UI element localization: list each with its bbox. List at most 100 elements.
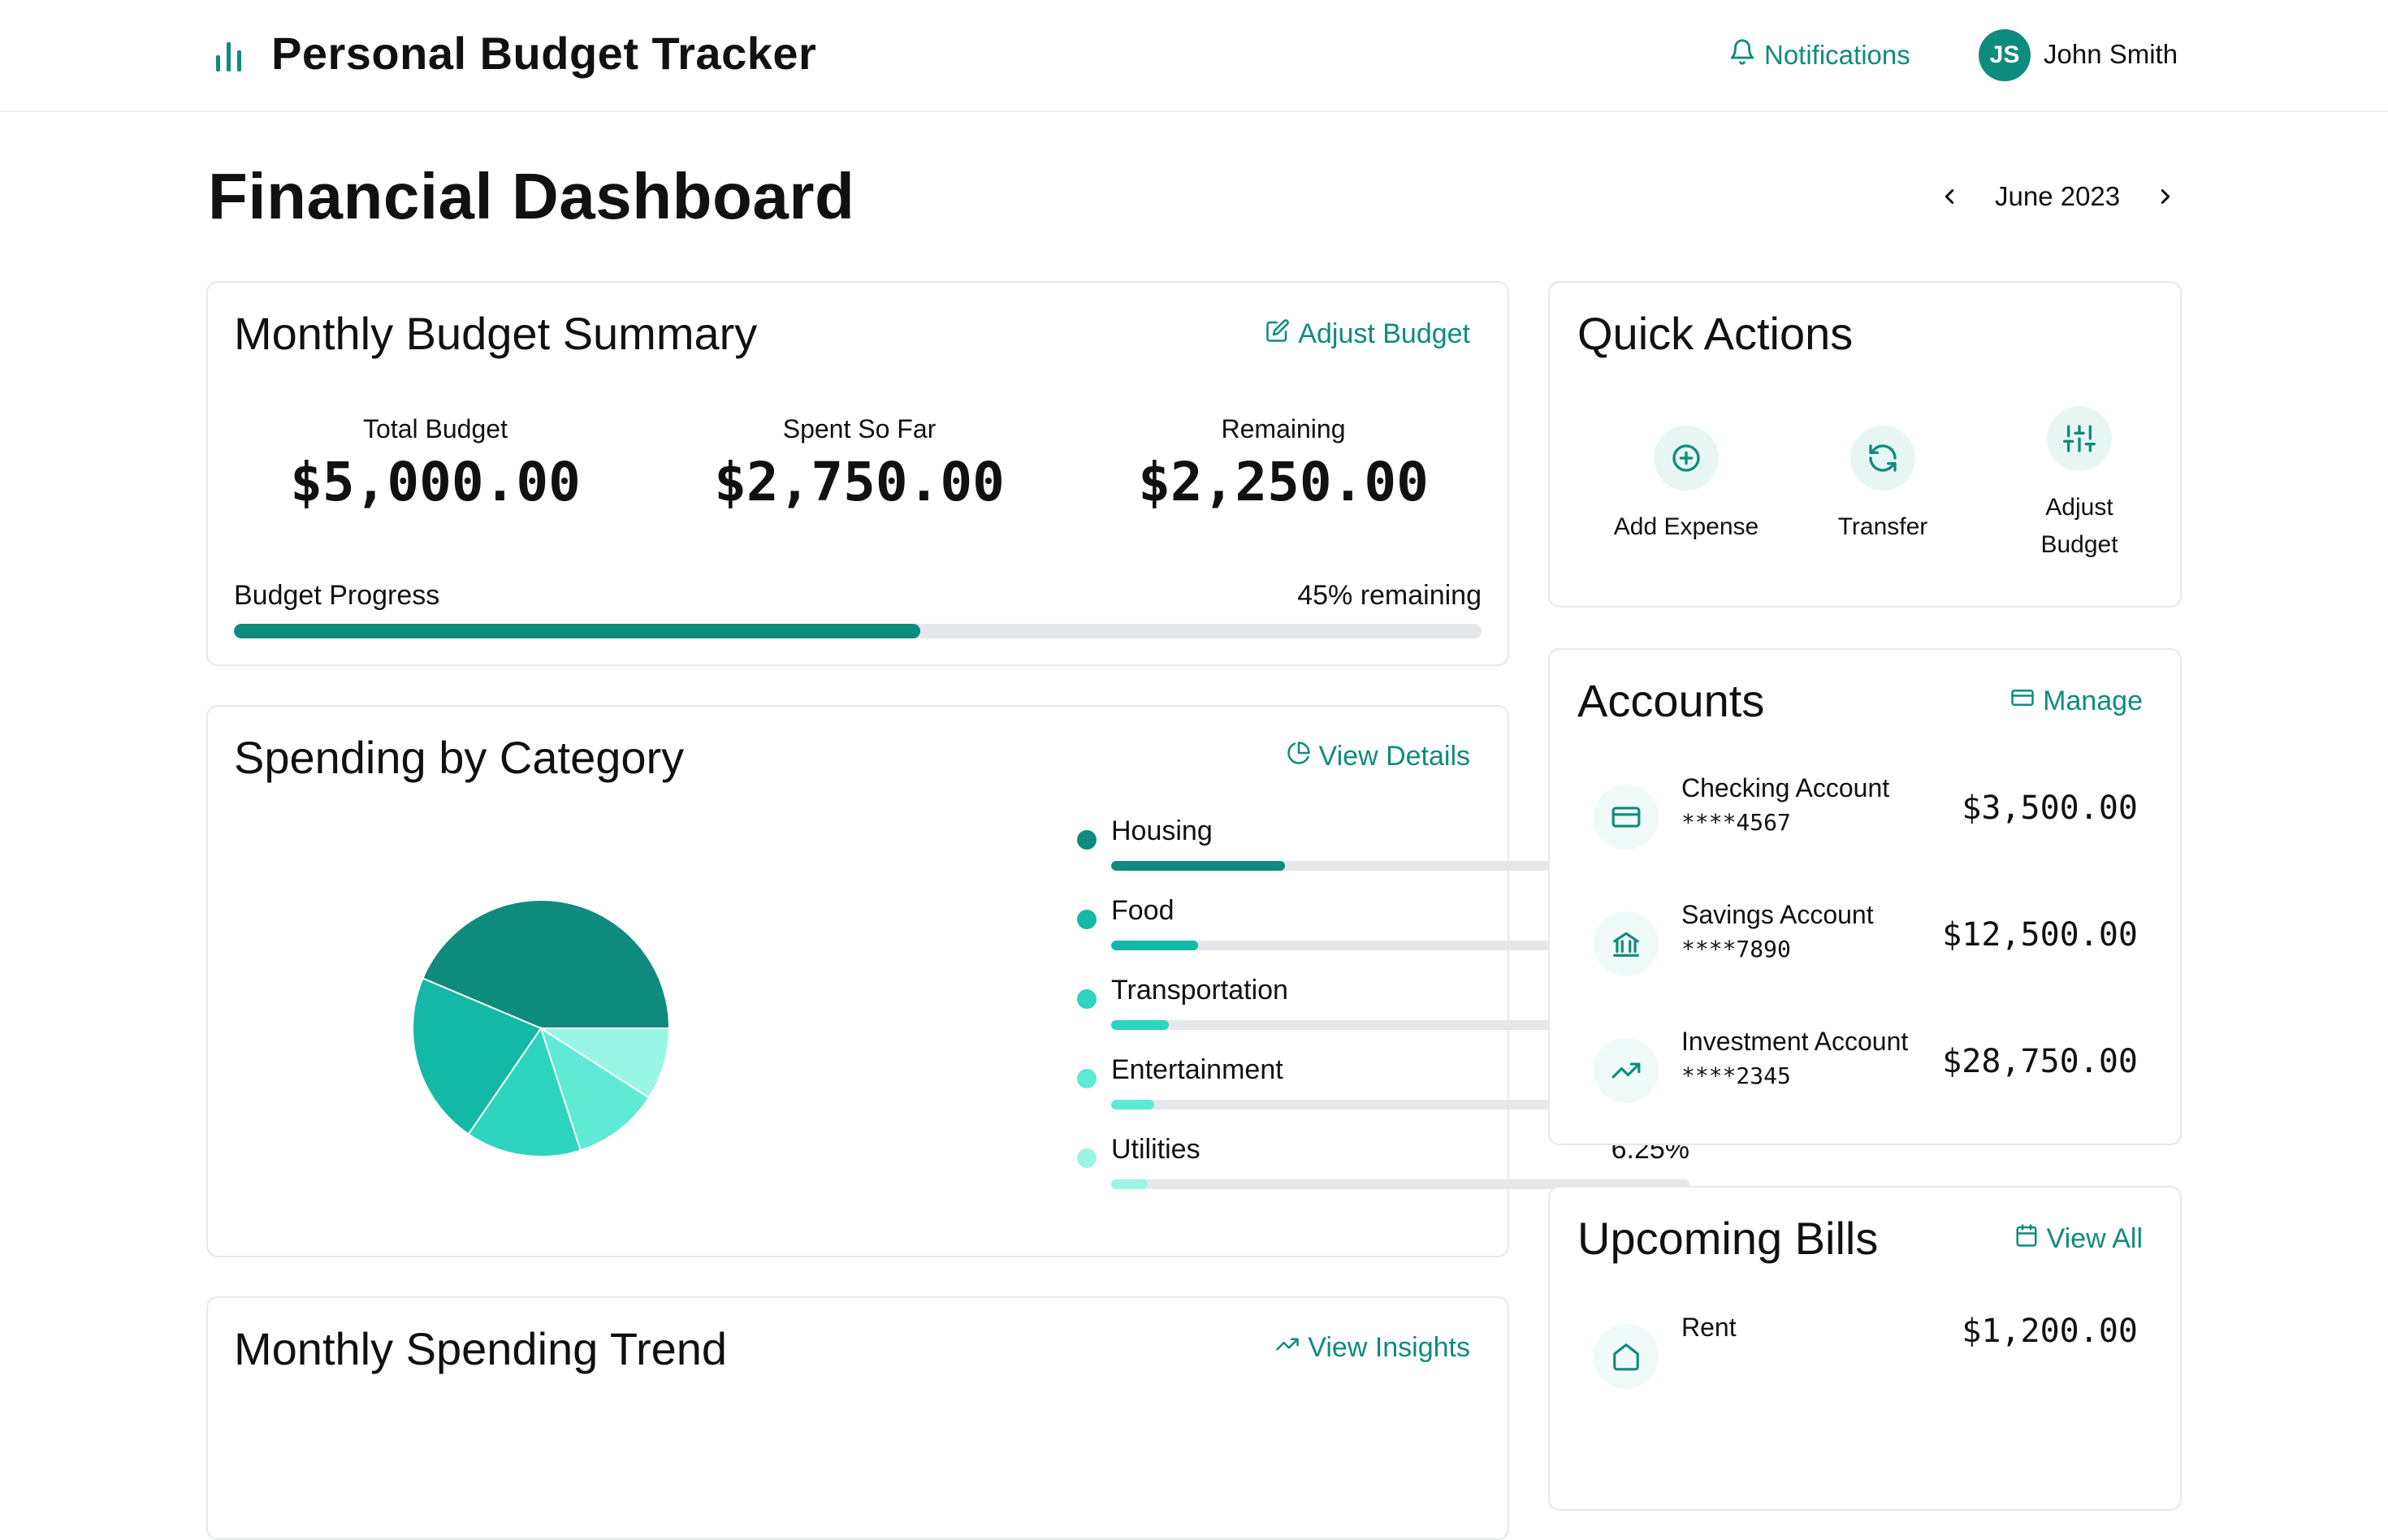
card-title: Quick Actions: [1577, 308, 1854, 359]
category-bar-track: [1111, 1179, 1689, 1189]
view-all-bills-link[interactable]: View All: [2014, 1223, 2143, 1255]
stat-value: $5,000.00: [290, 451, 581, 513]
stat-remaining: Remaining $2,250.00: [1121, 414, 1446, 513]
pie-chart-icon: [1287, 741, 1311, 772]
account-number: ****7890: [1681, 936, 1791, 962]
account-name: Savings Account: [1681, 900, 1874, 929]
month-navigator: June 2023: [1933, 180, 2182, 213]
category-color-dot: [1077, 1149, 1097, 1168]
credit-card-icon: [1594, 785, 1659, 850]
bar-chart-icon: [213, 37, 245, 77]
category-bar-fill: [1111, 1100, 1155, 1110]
category-name: Housing: [1111, 815, 1213, 846]
quick-action-label: Transfer: [1837, 513, 1928, 540]
category-bar-track: [1111, 861, 1689, 871]
refresh-icon: [1850, 426, 1915, 491]
pie-slice-entertainment: [539, 1026, 651, 1152]
quick-action-label: Adjust Budget: [2040, 494, 2118, 558]
category-bar-fill: [1111, 941, 1198, 950]
stat-total-budget: Total Budget $5,000.00: [273, 414, 598, 513]
chevron-right-icon[interactable]: [2149, 180, 2182, 213]
card-title: Spending by Category: [234, 732, 685, 783]
view-all-label: View All: [2046, 1223, 2143, 1254]
budget-summary-card: Monthly Budget Summary Adjust Budget Tot…: [206, 281, 1509, 666]
credit-card-icon: [2010, 686, 2035, 717]
account-balance: $12,500.00: [1942, 916, 2138, 954]
stat-spent: Spent So Far $2,750.00: [697, 414, 1022, 513]
avatar[interactable]: JS: [1979, 29, 2031, 81]
category-color-dot: [1077, 830, 1097, 850]
stat-label: Spent So Far: [782, 414, 937, 443]
view-details-link[interactable]: View Details: [1287, 741, 1470, 772]
category-name: Food: [1111, 895, 1175, 926]
pie-slice-utilities: [538, 1027, 671, 1099]
category-bar-fill: [1111, 1179, 1148, 1189]
view-insights-label: View Insights: [1308, 1332, 1470, 1363]
quick-action-label: Add Expense: [1613, 513, 1759, 540]
progress-label: Budget Progress: [234, 580, 440, 611]
category-bar-track: [1111, 1100, 1689, 1110]
top-bar: Personal Budget Tracker Notifications JS…: [0, 0, 2388, 112]
manage-label: Manage: [2043, 686, 2143, 716]
manage-accounts-link[interactable]: Manage: [2010, 686, 2143, 717]
category-name: Transportation: [1111, 975, 1288, 1006]
adjust-budget-link[interactable]: Adjust Budget: [1265, 318, 1470, 350]
trending-up-icon: [1275, 1332, 1300, 1364]
page-title: Financial Dashboard: [208, 160, 855, 232]
progress-text: 45% remaining: [1297, 580, 1482, 611]
category-color-dot: [1077, 1069, 1097, 1088]
trending-up-icon: [1594, 1038, 1659, 1103]
account-name: Checking Account: [1681, 773, 1890, 802]
add-expense-button[interactable]: Add Expense: [1589, 426, 1784, 546]
account-name: Investment Account: [1681, 1027, 1909, 1056]
spending-by-category-card: Spending by Category View Details Housin…: [206, 705, 1689, 1257]
category-bar-track: [1111, 1020, 1689, 1030]
budget-progress-bar: [234, 624, 1482, 638]
card-title: Upcoming Bills: [1577, 1213, 1879, 1264]
account-row-savings[interactable]: Savings Account ****7890 $12,500.00: [1594, 900, 2138, 981]
account-balance: $28,750.00: [1942, 1043, 2138, 1080]
pie-slice-food: [412, 977, 543, 1136]
card-title: Accounts: [1577, 675, 1765, 726]
adjust-budget-button[interactable]: Adjust Budget: [1982, 406, 2177, 564]
bill-row-rent[interactable]: Rent $1,200.00: [1594, 1313, 2138, 1394]
category-bar-track: [1111, 941, 1689, 950]
account-number: ****2345: [1681, 1062, 1791, 1089]
plus-circle-icon: [1654, 426, 1719, 491]
user-name[interactable]: John Smith: [2044, 39, 2178, 69]
pie-slice-transportation: [467, 1026, 582, 1157]
card-title: Monthly Spending Trend: [234, 1323, 728, 1374]
spending-trend-card: Monthly Spending Trend View Insights: [206, 1296, 1509, 1540]
edit-icon: [1265, 318, 1290, 350]
category-name: Entertainment: [1111, 1054, 1283, 1085]
view-insights-link[interactable]: View Insights: [1275, 1332, 1470, 1364]
chevron-left-icon[interactable]: [1933, 180, 1966, 213]
stat-value: $2,750.00: [714, 451, 1005, 513]
bell-icon: [1728, 37, 1756, 73]
pie-slice-housing: [422, 899, 671, 1029]
account-row-investment[interactable]: Investment Account ****2345 $28,750.00: [1594, 1027, 2138, 1108]
category-name: Utilities: [1111, 1134, 1200, 1165]
category-pie-chart: [412, 899, 671, 1157]
current-period: June 2023: [1995, 181, 2121, 211]
category-bar-fill: [1111, 1020, 1170, 1030]
sliders-icon: [2047, 406, 2112, 471]
transfer-button[interactable]: Transfer: [1785, 426, 1980, 546]
stat-label: Remaining: [1221, 414, 1346, 443]
card-title: Monthly Budget Summary: [234, 308, 758, 359]
bill-name: Rent: [1681, 1313, 1737, 1342]
app-title: Personal Budget Tracker: [271, 28, 817, 79]
stat-value: $2,250.00: [1138, 451, 1429, 513]
bill-amount: $1,200.00: [1962, 1313, 2138, 1350]
category-bar-fill: [1111, 861, 1285, 871]
category-color-dot: [1077, 989, 1097, 1009]
category-color-dot: [1077, 910, 1097, 929]
adjust-budget-label: Adjust Budget: [1298, 318, 1470, 349]
category-row: Utilities 6.25%: [1077, 1134, 1689, 1199]
home-icon: [1594, 1324, 1659, 1389]
account-number: ****4567: [1681, 809, 1791, 836]
budget-progress-fill: [234, 624, 920, 638]
account-row-checking[interactable]: Checking Account ****4567 $3,500.00: [1594, 773, 2138, 854]
notifications-button[interactable]: Notifications: [1728, 36, 1910, 75]
notifications-label: Notifications: [1764, 40, 1910, 70]
